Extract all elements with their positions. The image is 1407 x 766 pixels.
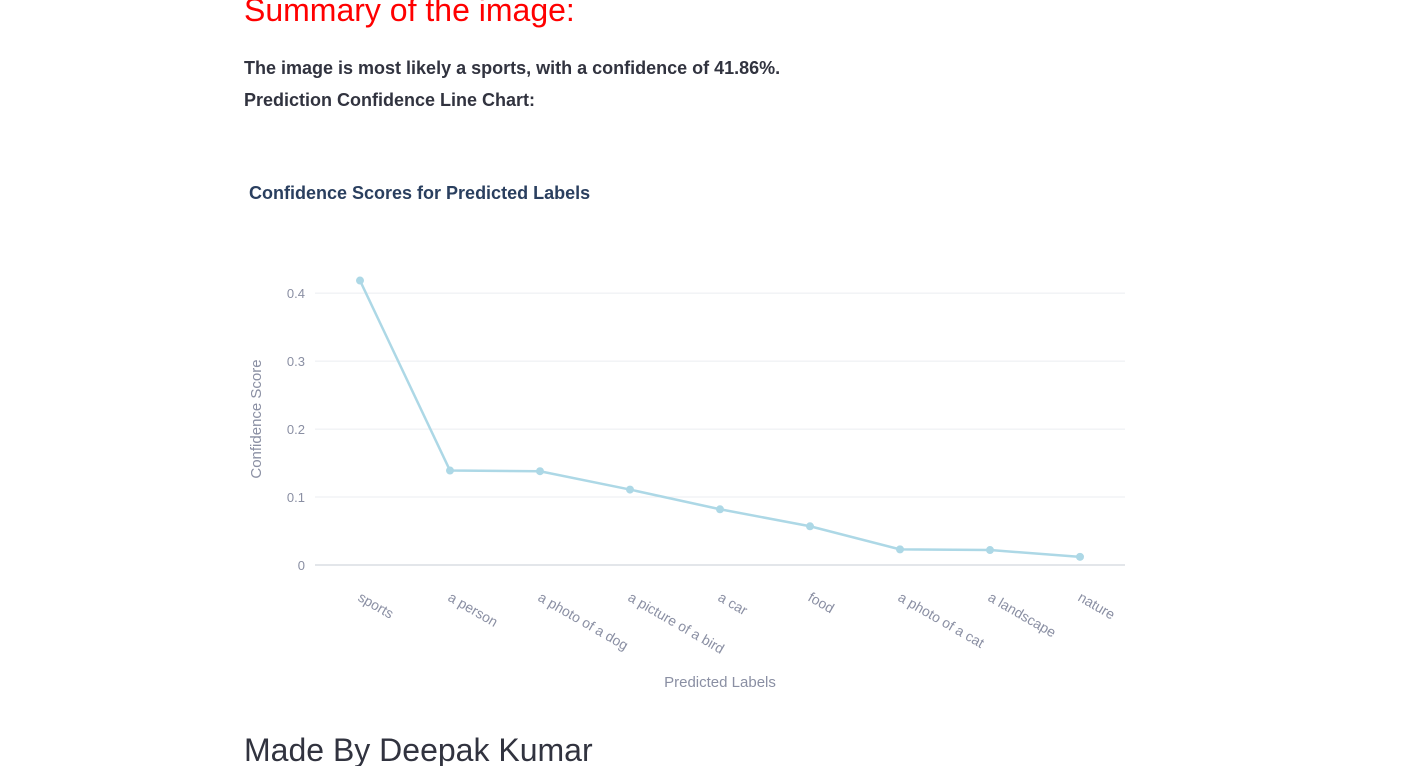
y-tick-label: 0.4 xyxy=(287,286,305,301)
y-tick-label: 0 xyxy=(298,558,305,573)
data-point[interactable] xyxy=(536,467,544,476)
x-tick-label: a car xyxy=(716,589,751,619)
data-point[interactable] xyxy=(716,505,724,514)
footer-heading: Made By Deepak Kumar xyxy=(244,732,593,766)
x-tick-label: nature xyxy=(1076,589,1119,623)
x-axis-label: Predicted Labels xyxy=(664,674,776,691)
x-tick-label: a landscape xyxy=(986,589,1060,641)
data-point[interactable] xyxy=(446,466,454,475)
y-tick-labels: 0 0.1 0.2 0.3 0.4 xyxy=(287,286,305,573)
x-tick-label: a person xyxy=(446,589,501,630)
x-tick-label: sports xyxy=(356,589,397,622)
data-point[interactable] xyxy=(896,545,904,554)
y-tick-label: 0.3 xyxy=(287,354,305,369)
chart-title: Confidence Scores for Predicted Labels xyxy=(249,183,590,203)
y-axis-label: Confidence Score xyxy=(248,359,265,478)
chart-caption: Prediction Confidence Line Chart: xyxy=(244,90,536,110)
x-tick-label: food xyxy=(806,589,838,616)
data-point[interactable] xyxy=(1076,552,1084,561)
x-tick-label: a photo of a cat xyxy=(896,589,988,651)
series-layer xyxy=(356,276,1084,561)
data-point[interactable] xyxy=(806,522,814,531)
data-point[interactable] xyxy=(356,276,364,285)
summary-text: The image is most likely a sports, with … xyxy=(244,58,781,78)
data-point[interactable] xyxy=(986,546,994,555)
x-tick-label: a photo of a dog xyxy=(536,589,632,653)
y-tick-label: 0.2 xyxy=(287,422,305,437)
grid-layer xyxy=(315,292,1125,566)
x-tick-label: a picture of a bird xyxy=(626,589,728,657)
summary-heading: Summary of the image: xyxy=(244,0,575,28)
series-line xyxy=(358,280,1081,559)
y-tick-label: 0.1 xyxy=(287,490,305,505)
data-point[interactable] xyxy=(626,485,634,494)
